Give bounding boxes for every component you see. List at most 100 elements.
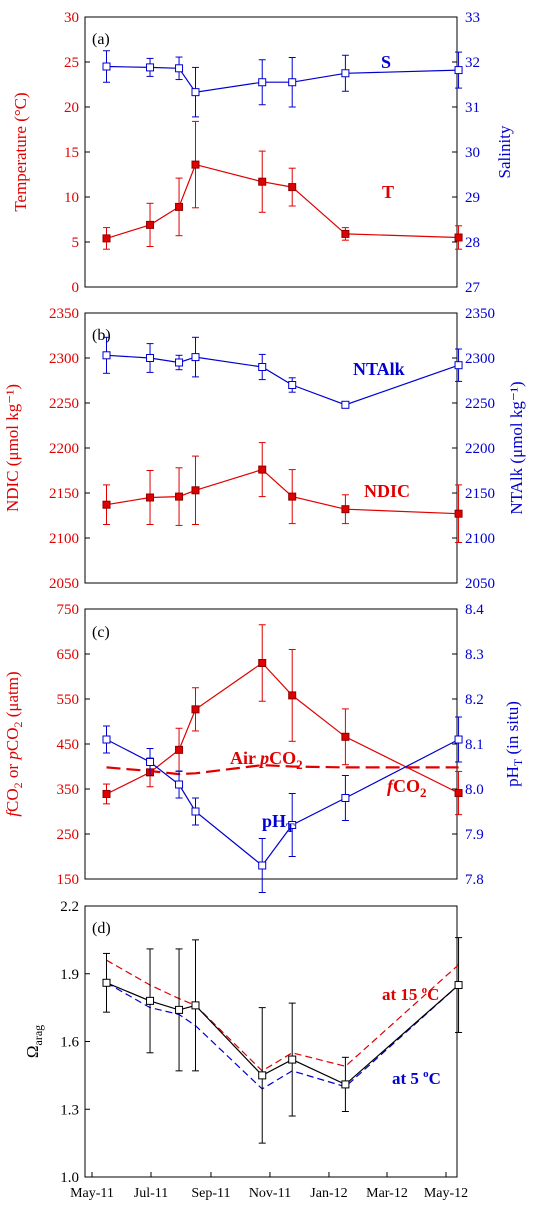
data-point [146, 220, 155, 229]
y-axis-label-right: pHT (in situ) [503, 701, 525, 787]
data-point [191, 1001, 200, 1010]
data-point [288, 691, 297, 700]
series-label-ntalk: NTAlk [353, 359, 405, 379]
data-point [102, 978, 111, 987]
tick-label-left: 1.0 [60, 1170, 79, 1186]
panel-b-ndic-ntalk: 2050 2100 2150 2200 2250 2300 2350 2050 2100 2150… [3, 306, 526, 592]
data-point [454, 509, 463, 518]
data-point [288, 183, 297, 192]
tick-label-x: Mar-12 [366, 1186, 408, 1201]
tick-label-x: Sep-11 [191, 1186, 230, 1201]
tick-label-left: 250 [57, 827, 80, 843]
data-point [175, 358, 184, 367]
series-label-air-pco2: Air pCO2 [230, 748, 303, 772]
data-point [454, 981, 463, 990]
tick-label-left: 2300 [49, 351, 79, 367]
data-point [146, 354, 155, 362]
panel-label: (a) [92, 31, 110, 48]
y-axis-label-left: Temperature (°C) [11, 92, 30, 211]
data-point [175, 492, 184, 501]
series-label-pht: pHT [262, 811, 295, 835]
data-point [258, 659, 267, 667]
tick-label-right: 8.0 [465, 782, 484, 798]
data-point [341, 794, 350, 802]
tick-label-left: 0 [72, 280, 80, 296]
data-point [191, 160, 200, 169]
series-label-ndic: NDIC [364, 481, 410, 501]
tick-label-x: Jan-12 [310, 1186, 347, 1201]
y-axis-label-left: NDIC (μmol kg⁻¹) [3, 384, 22, 512]
tick-label-left: 25 [64, 55, 79, 71]
tick-label-right: 8.4 [465, 602, 484, 618]
y-axis-label-right: NTAlk (μmol kg⁻¹) [507, 381, 526, 514]
data-point [191, 486, 200, 495]
tick-label-left: 2.2 [60, 899, 79, 915]
data-point [454, 735, 463, 744]
tick-label-left: 550 [57, 692, 80, 708]
data-point [191, 353, 200, 362]
data-point [288, 78, 297, 87]
data-point [288, 492, 297, 501]
data-point [175, 745, 184, 754]
tick-label-right: 8.1 [465, 737, 484, 753]
data-point [258, 861, 267, 870]
tick-label-left: 2050 [49, 576, 79, 592]
y-axis-label-left: fCO2 or pCO2 (μatm) [3, 671, 25, 816]
tick-label-right: 8.2 [465, 692, 484, 708]
y-axis-label-right: Salinity [495, 125, 514, 178]
tick-label-right: 32 [465, 55, 480, 71]
y-axis-label-left: Ωarag [23, 1025, 45, 1058]
data-point [102, 735, 111, 744]
tick-label-left: 10 [64, 190, 79, 206]
tick-label-right: 8.3 [465, 647, 484, 663]
plot-frame [84, 16, 458, 288]
data-point [341, 505, 350, 514]
data-point [102, 62, 111, 71]
data-point [454, 361, 463, 370]
data-point [288, 821, 297, 829]
data-point [454, 789, 463, 798]
data-point [191, 807, 200, 816]
data-point [146, 996, 155, 1005]
data-point [175, 780, 184, 789]
data-point [175, 64, 184, 73]
series-line-t [106, 163, 459, 239]
tick-label-left: 750 [57, 602, 80, 618]
series-line-fco2 [106, 662, 459, 795]
tick-label-x: May-12 [424, 1186, 468, 1201]
data-point [258, 363, 267, 371]
data-point [454, 66, 463, 75]
tick-label-right: 2150 [465, 486, 495, 502]
series-line-at-5-c [106, 982, 460, 1090]
data-point [341, 400, 350, 409]
series-label-s: S [381, 52, 391, 72]
tick-label-left: 2100 [49, 531, 79, 547]
tick-label-left: 15 [64, 145, 79, 161]
tick-label-right: 27 [465, 280, 481, 296]
tick-label-left: 5 [72, 235, 80, 251]
data-point [102, 351, 111, 360]
tick-label-right: 2350 [465, 306, 495, 322]
data-point [146, 758, 155, 766]
data-point [102, 500, 111, 509]
series-line-at-15-c [106, 959, 460, 1072]
series-line-in-situ [106, 982, 459, 1086]
tick-label-left: 2250 [49, 396, 79, 412]
tick-label-right: 28 [465, 235, 480, 251]
data-point [288, 381, 297, 389]
tick-label-right: 2300 [465, 351, 495, 367]
tick-label-right: 2250 [465, 396, 495, 412]
data-point [258, 465, 267, 474]
tick-label-left: 2350 [49, 306, 79, 322]
tick-label-left: 2200 [49, 441, 79, 457]
tick-label-right: 7.9 [465, 827, 484, 843]
series-label-at-5c: at 5 oC [392, 1068, 441, 1088]
data-point [341, 229, 350, 238]
data-point [341, 732, 350, 741]
tick-label-right: 29 [465, 190, 480, 206]
series-line-air-pco2 [106, 763, 459, 776]
tick-label-right: 7.8 [465, 872, 484, 888]
series-line-s [106, 65, 459, 93]
tick-label-right: 2100 [465, 531, 495, 547]
plot-frame [84, 905, 458, 1178]
